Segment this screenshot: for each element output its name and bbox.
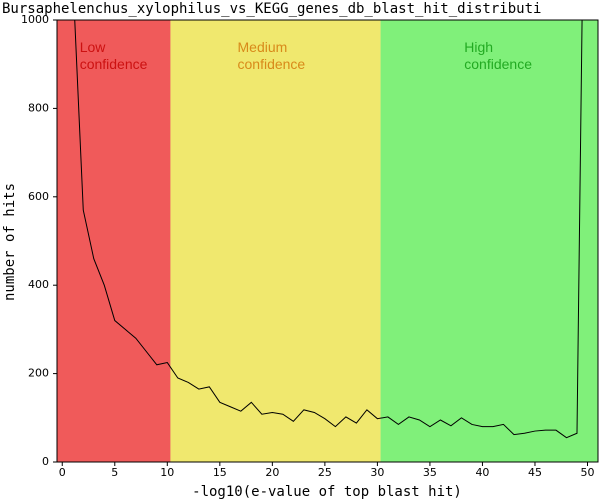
x-axis-label: -log10(e-value of top blast hit)	[192, 484, 462, 500]
band-label: Medium confidence	[238, 39, 306, 72]
x-tick-label: 25	[318, 466, 332, 479]
x-tick-label: 35	[423, 466, 437, 479]
y-tick-label: 1000	[21, 13, 49, 26]
x-tick-label: 10	[160, 466, 174, 479]
y-tick-label: 800	[28, 101, 49, 114]
hits-line	[74, 20, 583, 439]
y-axis-label: number of hits	[2, 183, 18, 301]
band-label-line: confidence	[80, 56, 148, 72]
x-tick-label: 5	[111, 466, 118, 479]
y-tick-label: 400	[28, 278, 49, 291]
x-tick-label: 50	[580, 466, 594, 479]
chart-title: Bursaphelenchus_xylophilus_vs_KEGG_genes…	[2, 1, 541, 17]
x-tick-label: 20	[265, 466, 279, 479]
plot-frame	[56, 19, 599, 463]
band-label-line: confidence	[238, 56, 306, 72]
y-tick-label: 600	[28, 190, 49, 203]
band-label-line: Medium	[238, 39, 288, 55]
y-tick-label: 200	[28, 367, 49, 380]
plot-area	[57, 20, 598, 462]
y-tick-label: 0	[42, 455, 49, 468]
x-tick-label: 15	[213, 466, 227, 479]
x-tick-label: 45	[528, 466, 542, 479]
band-label-line: High	[464, 39, 493, 55]
x-tick-label: 40	[475, 466, 489, 479]
x-tick-label: 0	[59, 466, 66, 479]
band-label: High confidence	[464, 39, 532, 72]
band-label-line: Low	[80, 39, 107, 55]
x-tick-label: 30	[370, 466, 384, 479]
confidence-band	[57, 20, 171, 462]
band-label: Low confidence	[80, 39, 148, 72]
confidence-band	[380, 20, 598, 462]
confidence-band	[170, 20, 381, 462]
band-label-line: confidence	[464, 56, 532, 72]
